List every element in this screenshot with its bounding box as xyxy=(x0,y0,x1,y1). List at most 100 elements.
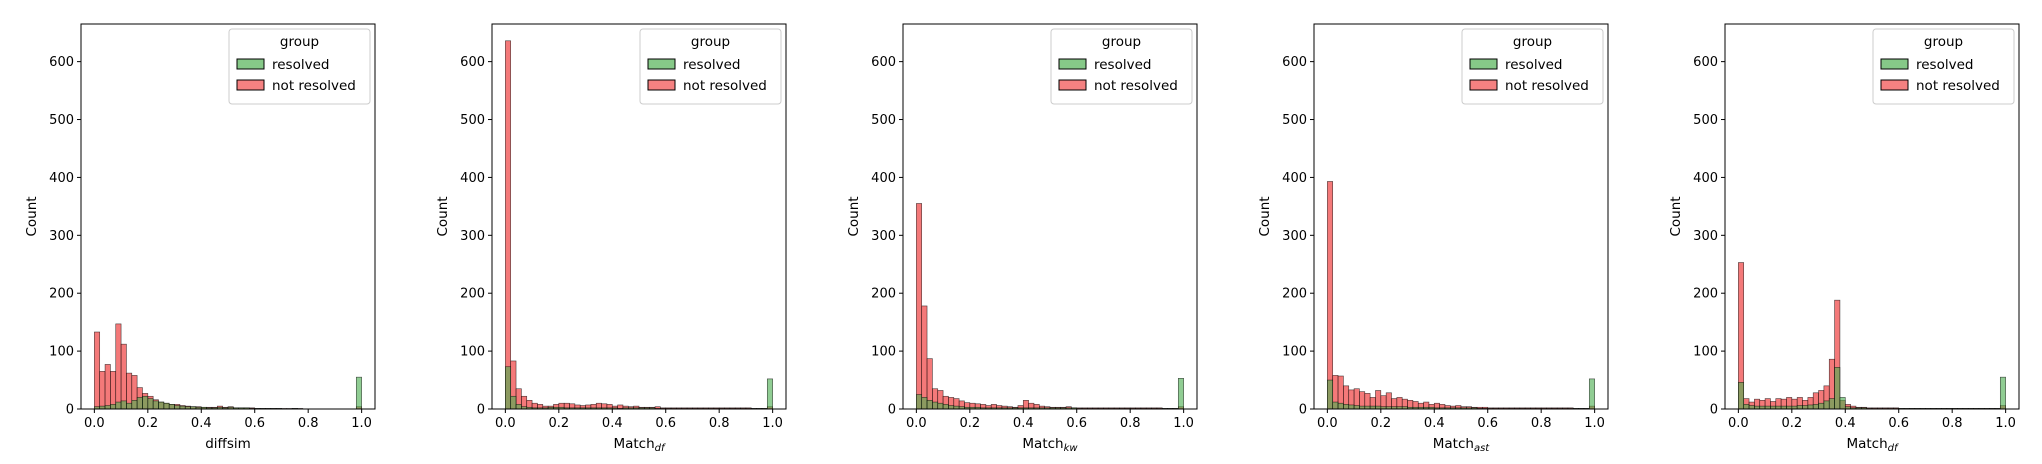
legend-title: group xyxy=(691,34,730,50)
bar-resolved-15 xyxy=(174,405,181,410)
y-tick-label: 400 xyxy=(49,171,74,186)
y-tick-label: 400 xyxy=(460,171,485,186)
y-tick-label: 300 xyxy=(871,229,896,244)
x-tick-label: 1.0 xyxy=(1173,416,1194,431)
x-tick-label: 0.2 xyxy=(137,416,158,431)
y-axis-label: Count xyxy=(846,196,862,236)
bar-resolved-4 xyxy=(1348,404,1355,410)
bar-resolved-2 xyxy=(926,400,933,410)
legend-label-resolved: resolved xyxy=(1916,57,1973,73)
legend-label-resolved: resolved xyxy=(1094,57,1151,73)
bar-resolved-6 xyxy=(948,405,955,410)
y-tick-label: 300 xyxy=(1282,229,1307,244)
x-tick-label: 0.0 xyxy=(1317,416,1338,431)
y-tick-label: 500 xyxy=(1693,113,1718,128)
y-tick-label: 400 xyxy=(871,171,896,186)
x-tick-label: 0.8 xyxy=(1120,416,1141,431)
bar-resolved-49 xyxy=(1588,378,1595,410)
axes-frame xyxy=(1313,23,1609,410)
x-tick-label: 0.4 xyxy=(1835,416,1856,431)
legend-title: group xyxy=(1102,34,1141,50)
bar-resolved-1 xyxy=(1332,401,1339,410)
histogram-panel-3: 0.0 0.2 0.4 0.6 0.8 1.0 0 100 200 300 400 500 600 Mat… xyxy=(846,23,1198,454)
axes-frame xyxy=(1724,23,2020,410)
bar-resolved-10 xyxy=(147,398,154,410)
bar-resolved-8 xyxy=(136,397,143,410)
legend-title: group xyxy=(1513,34,1552,50)
bar-resolved-13 xyxy=(1807,404,1814,410)
x-tick-label: 0.2 xyxy=(959,416,980,431)
x-tick-label: 0.0 xyxy=(495,416,516,431)
x-tick-label: 0.0 xyxy=(84,416,105,431)
x-tick-label: 0.4 xyxy=(191,416,212,431)
legend: group resolved not resolved xyxy=(1050,28,1193,105)
y-tick-label: 200 xyxy=(460,287,485,302)
legend-swatch-not-resolved xyxy=(1880,79,1909,91)
y-tick-label: 0 xyxy=(66,403,74,418)
bar-resolved-1 xyxy=(921,397,928,410)
bar-resolved-12 xyxy=(158,401,165,410)
bar-resolved-13 xyxy=(163,402,170,410)
legend-swatch-not-resolved xyxy=(1058,79,1087,91)
bar-resolved-14 xyxy=(168,404,175,410)
bar-resolved-3 xyxy=(932,401,939,410)
legend: group resolved not resolved xyxy=(639,28,782,105)
legend-label-not-resolved: not resolved xyxy=(1505,78,1589,94)
y-tick-label: 300 xyxy=(460,229,485,244)
bar-not-resolved-1 xyxy=(921,305,928,410)
bar-not-resolved-4 xyxy=(115,323,122,410)
x-axis-label: diffsim xyxy=(205,436,251,452)
x-tick-label: 0.6 xyxy=(1066,416,1087,431)
y-tick-label: 200 xyxy=(49,287,74,302)
y-axis-label: Count xyxy=(1668,196,1684,236)
legend-swatch-resolved xyxy=(647,58,676,70)
x-tick-label: 0.6 xyxy=(1888,416,1909,431)
legend: group resolved not resolved xyxy=(228,28,371,105)
bar-not-resolved-0 xyxy=(505,40,512,410)
y-tick-label: 200 xyxy=(1282,287,1307,302)
legend-swatch-resolved xyxy=(236,58,265,70)
legend-label-resolved: resolved xyxy=(1505,57,1562,73)
bar-resolved-49 xyxy=(355,376,362,410)
x-tick-label: 1.0 xyxy=(1995,416,2016,431)
bar-resolved-17 xyxy=(1828,398,1835,410)
legend-swatch-not-resolved xyxy=(1469,79,1498,91)
y-axis-label: Count xyxy=(1257,196,1273,236)
legend-swatch-resolved xyxy=(1880,58,1909,70)
x-tick-label: 0.8 xyxy=(1942,416,1963,431)
y-tick-label: 600 xyxy=(871,55,896,70)
y-tick-label: 0 xyxy=(1299,403,1307,418)
x-axis-label: Matchdf xyxy=(1846,436,1899,454)
y-tick-label: 0 xyxy=(1710,403,1718,418)
bar-resolved-3 xyxy=(1343,404,1350,410)
y-tick-label: 0 xyxy=(477,403,485,418)
bar-resolved-9 xyxy=(142,395,149,410)
bar-resolved-1 xyxy=(510,395,517,410)
y-tick-label: 300 xyxy=(1693,229,1718,244)
bar-resolved-5 xyxy=(942,404,949,410)
bar-resolved-2 xyxy=(1337,402,1344,410)
y-tick-label: 400 xyxy=(1282,171,1307,186)
y-tick-label: 400 xyxy=(1693,171,1718,186)
bar-not-resolved-3 xyxy=(110,371,117,410)
bar-resolved-19 xyxy=(1839,397,1846,410)
bar-resolved-4 xyxy=(937,402,944,410)
legend-label-resolved: resolved xyxy=(683,57,740,73)
bar-not-resolved-0 xyxy=(94,331,101,410)
bar-resolved-0 xyxy=(1327,379,1334,410)
axes-frame xyxy=(902,23,1198,410)
bar-resolved-49 xyxy=(766,378,773,410)
bar-resolved-0 xyxy=(1738,382,1745,410)
y-tick-label: 300 xyxy=(49,229,74,244)
histogram-panel-5: 0.0 0.2 0.4 0.6 0.8 1.0 0 100 200 300 400 500 600 Mat… xyxy=(1668,23,2020,454)
y-tick-label: 600 xyxy=(49,55,74,70)
axes-frame xyxy=(491,23,787,410)
bar-resolved-5 xyxy=(1353,405,1360,410)
legend-title: group xyxy=(280,34,319,50)
x-axis-label: Matchdf xyxy=(613,436,666,454)
legend-label-resolved: resolved xyxy=(272,57,329,73)
bar-resolved-18 xyxy=(1834,367,1841,410)
y-tick-label: 500 xyxy=(49,113,74,128)
bar-resolved-2 xyxy=(1748,405,1755,410)
